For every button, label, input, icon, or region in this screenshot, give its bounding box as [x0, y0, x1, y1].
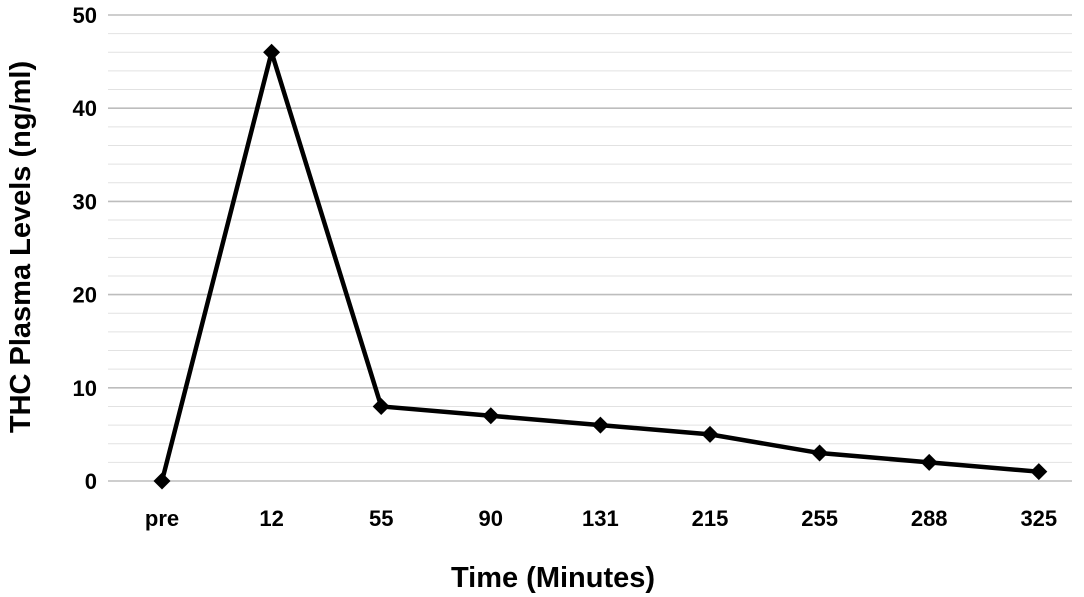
y-axis-title: THC Plasma Levels (ng/ml) — [5, 61, 37, 433]
x-tick-label: 255 — [801, 506, 838, 531]
y-tick-label: 10 — [73, 376, 97, 401]
y-tick-label: 30 — [73, 189, 97, 214]
data-point — [591, 416, 609, 434]
x-tick-label: 90 — [479, 506, 503, 531]
x-tick-label: pre — [145, 506, 179, 531]
x-tick-label: 12 — [259, 506, 283, 531]
x-axis-ticks: pre 12 55 90 131 215 255 288 325 — [145, 506, 1057, 531]
data-point — [1030, 463, 1048, 481]
x-tick-label: 325 — [1020, 506, 1057, 531]
x-tick-label: 55 — [369, 506, 393, 531]
data-point — [811, 444, 829, 462]
x-tick-label: 131 — [582, 506, 619, 531]
grid-lines — [108, 14, 1072, 482]
y-tick-label: 0 — [85, 469, 97, 494]
data-series — [153, 43, 1048, 490]
data-point — [372, 397, 390, 415]
x-axis-title: Time (Minutes) — [451, 562, 655, 594]
data-point — [482, 407, 500, 425]
data-point — [701, 425, 719, 443]
y-tick-label: 50 — [73, 3, 97, 28]
y-axis-ticks: 0 10 20 30 40 50 — [73, 3, 97, 494]
data-point — [153, 472, 171, 490]
x-tick-label: 288 — [911, 506, 948, 531]
x-tick-label: 215 — [692, 506, 729, 531]
y-tick-label: 20 — [73, 283, 97, 308]
data-point — [263, 43, 281, 61]
data-point — [920, 453, 938, 471]
y-tick-label: 40 — [73, 96, 97, 121]
